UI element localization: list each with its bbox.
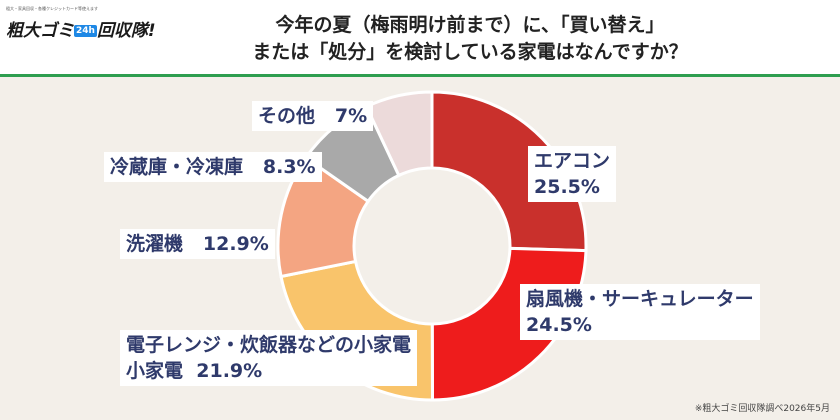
chart-title-line-1: 今年の夏（梅雨明け前まで）に、「買い替え」: [275, 14, 665, 36]
label-fan-value: 24.5%: [526, 314, 592, 336]
label-washer: 洗濯機 12.9%: [120, 229, 275, 259]
brand-tagline: 粗大・家具回収・各種クレジットカード等使えます: [6, 6, 98, 11]
chart-title: 今年の夏（梅雨明け前まで）に、「買い替え」 または「処分」を検討している家電はな…: [170, 12, 770, 66]
brand-name: 粗大ゴミ 24h 回収隊!: [6, 16, 156, 41]
slice-other: [364, 90, 434, 178]
label-small-appliances-value-row: 小家電 21.9%: [126, 358, 411, 384]
label-aircon-value: 25.5%: [534, 176, 600, 198]
label-fan-name: 扇風機・サーキュレーター: [526, 288, 754, 310]
brand-mark: 24h: [74, 25, 97, 37]
label-washer-value: 12.9%: [202, 233, 269, 255]
label-other-value: 7%: [334, 105, 368, 127]
label-small-appliances-value: 21.9%: [196, 360, 263, 382]
label-aircon-name: エアコン: [534, 150, 611, 172]
brand-name-post: 回収隊!: [96, 21, 156, 41]
label-washer-name: 洗濯機: [126, 233, 184, 255]
label-small-appliances: 電子レンジ・炊飯器などの小家電 小家電 21.9%: [120, 330, 418, 386]
label-other: その他 7%: [252, 101, 374, 131]
brand-logo: 粗大・家具回収・各種クレジットカード等使えます 粗大ゴミ 24h 回収隊!: [6, 6, 166, 46]
label-fridge-value: 8.3%: [262, 156, 316, 178]
label-fan: 扇風機・サーキュレーター 24.5%: [520, 284, 760, 340]
source-note: ※粗大ゴミ回収隊調べ2026年5月: [694, 404, 830, 414]
label-aircon: エアコン 25.5%: [528, 146, 617, 202]
header: 粗大・家具回収・各種クレジットカード等使えます 粗大ゴミ 24h 回収隊! 今年の夏…: [0, 0, 840, 76]
label-fridge: 冷蔵庫・冷凍庫 8.3%: [104, 152, 322, 182]
label-small-appliances-name-cont: 小家電: [126, 360, 184, 382]
label-small-appliances-name: 電子レンジ・炊飯器などの小家電: [126, 334, 412, 356]
title-divider: [0, 74, 840, 77]
chart-title-line-2: または「処分」を検討している家電はなんですか？: [252, 41, 688, 63]
slice-aircon: [430, 90, 588, 253]
label-other-name: その他: [258, 105, 316, 127]
label-fridge-name: 冷蔵庫・冷凍庫: [110, 156, 244, 178]
brand-name-pre: 粗大ゴミ: [6, 21, 74, 41]
